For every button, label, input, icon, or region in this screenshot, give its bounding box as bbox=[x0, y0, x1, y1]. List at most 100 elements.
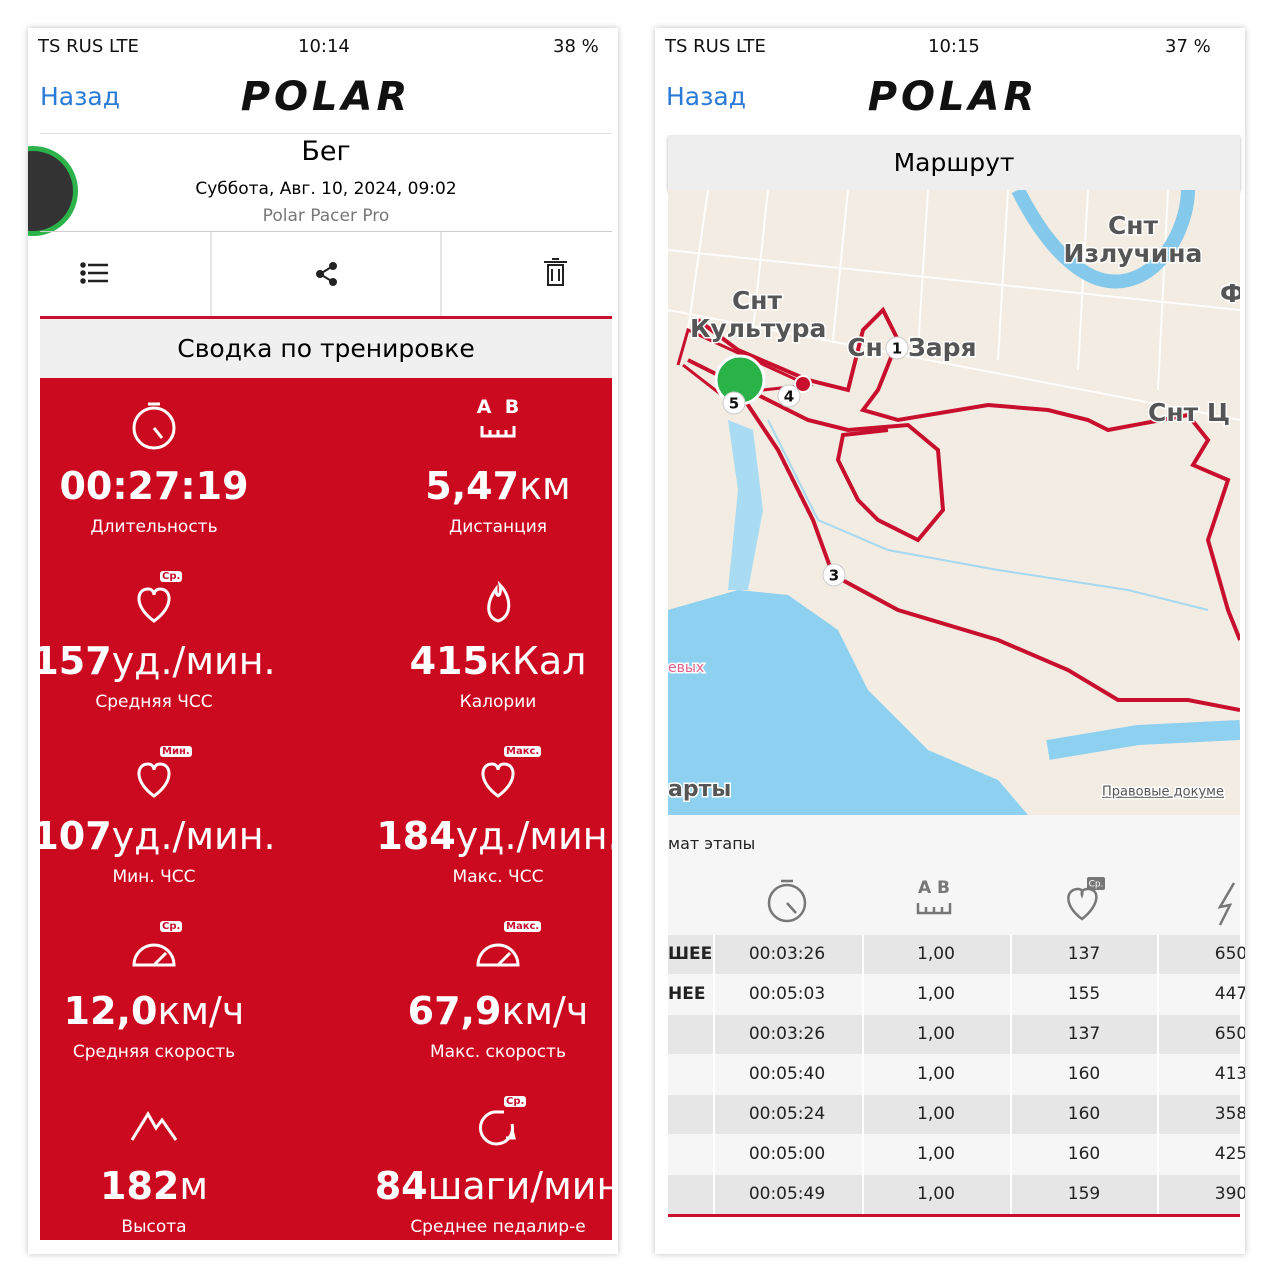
table-cell: 447 bbox=[1214, 984, 1245, 1004]
cell-divider bbox=[713, 1055, 715, 1095]
icon-part bbox=[137, 587, 171, 623]
icon-part bbox=[481, 762, 515, 798]
accent-line bbox=[40, 316, 612, 319]
stat-icon bbox=[479, 1110, 516, 1146]
value: 12,0 bbox=[63, 989, 158, 1033]
table-cell: 160 bbox=[1067, 1144, 1101, 1164]
map-label: Сн bbox=[847, 333, 883, 362]
lap-marker-label: 3 bbox=[829, 567, 839, 585]
cell-divider bbox=[862, 1095, 864, 1135]
icon-part bbox=[132, 406, 176, 450]
icon-part bbox=[152, 951, 168, 967]
table-cell: 00:05:03 bbox=[748, 984, 826, 1004]
cell-divider bbox=[862, 1175, 864, 1215]
table-row: 00:05:49 1,00 159 390 bbox=[668, 1175, 1245, 1215]
table-cell: 1,00 bbox=[917, 984, 955, 1004]
cell-divider bbox=[713, 1175, 715, 1215]
map-label: Заря bbox=[908, 333, 977, 362]
stat-icon bbox=[480, 426, 516, 438]
cell-divider bbox=[713, 1015, 715, 1055]
device-name: Polar Pacer Pro bbox=[262, 206, 390, 226]
end-marker bbox=[794, 375, 812, 393]
table-cell: 137 bbox=[1067, 944, 1101, 964]
stat-value: 84шаги/мин bbox=[348, 1164, 618, 1208]
back-button[interactable]: Назад bbox=[666, 82, 747, 111]
value: 184 bbox=[376, 814, 456, 858]
stat-value: 00:27:19 bbox=[28, 464, 304, 508]
cell-divider bbox=[862, 1135, 864, 1175]
time: 10:14 bbox=[298, 36, 350, 57]
table-row: 00:05:24 1,00 160 358 bbox=[668, 1095, 1245, 1135]
icon-part bbox=[130, 1111, 178, 1141]
right-screen: TS RUS LTE 10:15 37 % Назад POLAR Маршру… bbox=[655, 28, 1245, 1254]
cell-divider bbox=[1157, 1135, 1159, 1175]
badge: Ср. bbox=[1089, 880, 1104, 890]
value: 157 bbox=[32, 639, 112, 683]
stat-icon bbox=[487, 580, 511, 623]
cell-divider bbox=[1157, 935, 1159, 975]
cell-divider bbox=[1010, 975, 1012, 1015]
cell-divider bbox=[713, 1095, 715, 1135]
value: 84 bbox=[374, 1164, 428, 1208]
map-label: Снт bbox=[1108, 211, 1159, 240]
cell-divider bbox=[1010, 1015, 1012, 1055]
section-header: Маршрут bbox=[668, 135, 1240, 190]
table-cell: 358 bbox=[1214, 1104, 1245, 1124]
stat-label: Мин. ЧСС bbox=[112, 867, 196, 887]
stat-label: Высота bbox=[121, 1217, 187, 1237]
stats-area: 00:27:19 Длительность A B 5,47км Дистанция Ср… bbox=[32, 378, 618, 1240]
table-cell: 1,00 bbox=[917, 1104, 955, 1124]
badge: Макс. bbox=[504, 921, 542, 932]
section-header: Сводка по тренировке bbox=[40, 319, 612, 378]
icon-part bbox=[137, 587, 171, 623]
workout-title: Бег bbox=[301, 136, 351, 167]
battery: 37 % bbox=[1165, 36, 1211, 57]
icon-part bbox=[481, 762, 515, 798]
icon-part bbox=[476, 943, 520, 967]
stat-value: 12,0км/ч bbox=[28, 989, 304, 1033]
unit: км/ч bbox=[501, 989, 589, 1033]
map-label: арты bbox=[668, 777, 731, 802]
back-button[interactable]: Назад bbox=[40, 82, 121, 111]
stat-label: Макс. ЧСС bbox=[452, 867, 544, 887]
logo: POLAR bbox=[867, 74, 1039, 120]
stat-value: 107уд./мин. bbox=[28, 814, 304, 858]
value: 5,47 bbox=[425, 464, 520, 508]
table-cell: 650 bbox=[1214, 1024, 1245, 1044]
cell-divider bbox=[1157, 1015, 1159, 1055]
icon-part bbox=[476, 943, 520, 967]
route-map: СнтИзлучинаФрСнтКультураСнЗаряСнт Цевыха… bbox=[668, 190, 1240, 815]
table-cell: 1,00 bbox=[917, 1064, 955, 1084]
table-cell: 00:03:26 bbox=[748, 1024, 826, 1044]
map-label: Снт bbox=[732, 286, 783, 315]
table-row: 00:05:00 1,00 160 425 bbox=[668, 1135, 1245, 1175]
table-cell: 1,00 bbox=[917, 1144, 955, 1164]
icon-part bbox=[479, 1110, 516, 1146]
value: 182 bbox=[100, 1164, 180, 1208]
lap-marker-label: 1 bbox=[892, 340, 902, 358]
unit: км/ч bbox=[157, 989, 245, 1033]
stat-icon bbox=[130, 1111, 178, 1141]
delete-button[interactable] bbox=[544, 258, 567, 286]
stat-value: 182м bbox=[28, 1164, 304, 1208]
share-button[interactable] bbox=[316, 262, 337, 286]
cell-divider bbox=[1010, 1135, 1012, 1175]
cell-divider bbox=[713, 975, 715, 1015]
icon-part bbox=[480, 426, 516, 438]
stat-icon bbox=[132, 943, 176, 967]
list-button[interactable] bbox=[80, 262, 109, 284]
stat-label: Длительность bbox=[90, 517, 218, 537]
toolbar bbox=[80, 232, 567, 318]
laps-title: мат этапы bbox=[668, 834, 756, 853]
row-label: ШЕЕ bbox=[668, 944, 713, 964]
icon-part bbox=[496, 951, 512, 967]
laps-header-icons: A B Ср. bbox=[767, 877, 1236, 926]
badge: Ср. bbox=[160, 571, 183, 582]
table-cell: 00:05:49 bbox=[748, 1184, 826, 1204]
icon-part bbox=[132, 943, 176, 967]
table-cell: 00:05:00 bbox=[748, 1144, 826, 1164]
stat-value: 157уд./мин. bbox=[28, 639, 304, 683]
stat-label: Среднее педалир-е bbox=[410, 1217, 586, 1237]
stat-label: Средняя ЧСС bbox=[95, 692, 213, 712]
